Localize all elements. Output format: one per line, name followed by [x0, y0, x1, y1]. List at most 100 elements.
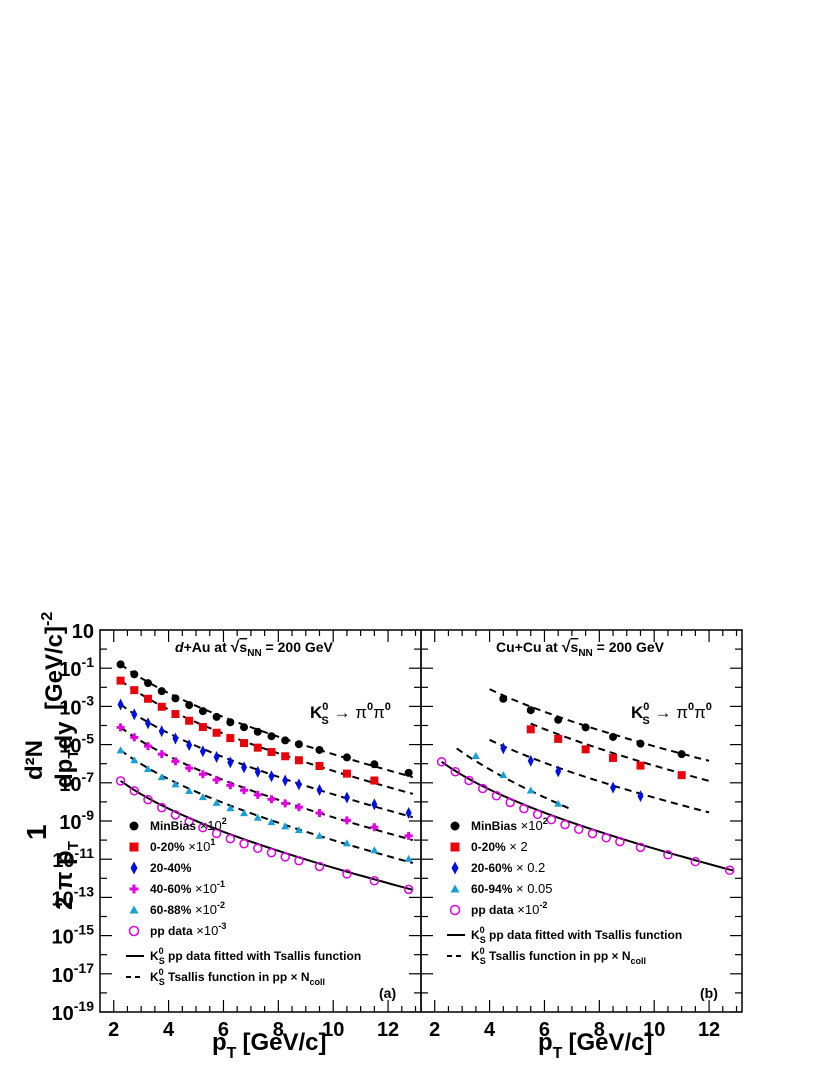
decay-label: K0 S → π0π0	[631, 701, 712, 727]
data-point	[601, 833, 611, 843]
tsallis-ncoll-line	[120, 703, 414, 819]
data-point	[144, 694, 153, 703]
y-tick-label: 10-15	[52, 922, 95, 949]
x-tick-label: 2	[108, 1019, 119, 1041]
data-point	[342, 816, 351, 825]
data-point	[436, 757, 447, 767]
legend-label: MinBias ×102	[471, 816, 548, 833]
data-point	[403, 884, 414, 895]
legend-line-label: K0 S pp data fitted with Tsallis function	[150, 946, 361, 966]
data-point	[116, 660, 125, 669]
data-point	[636, 761, 645, 770]
data-point	[267, 795, 276, 804]
data-point	[253, 813, 262, 821]
data-point	[213, 751, 220, 764]
data-point	[253, 790, 262, 799]
tsallis-ncoll-line	[120, 679, 414, 795]
data-point	[226, 781, 235, 790]
data-point	[172, 732, 179, 745]
legend-marker	[128, 925, 140, 937]
data-point	[281, 822, 290, 830]
data-point	[342, 769, 351, 778]
data-point	[342, 753, 351, 762]
data-point	[144, 765, 153, 773]
data-point	[314, 861, 325, 872]
legend-label: 20-40%	[150, 861, 192, 875]
data-point	[131, 708, 138, 721]
data-point	[477, 783, 488, 794]
legend-marker	[129, 884, 139, 894]
y-title-2pi: 2 π pT	[51, 841, 82, 910]
legend-marker	[130, 861, 138, 875]
data-point	[240, 739, 249, 748]
data-point	[239, 838, 249, 849]
data-point	[130, 670, 139, 679]
data-point	[226, 718, 235, 727]
x-tick-label: 6	[218, 1019, 229, 1041]
tsallis-ncoll-line	[489, 688, 710, 762]
legend-label: pp data ×10-2	[471, 900, 547, 917]
data-point	[526, 725, 535, 734]
x-tick-label: 4	[163, 1019, 175, 1041]
legend-marker	[129, 905, 139, 914]
legend-label: MinBias ×102	[150, 816, 227, 833]
data-point	[499, 771, 508, 779]
data-point	[574, 824, 584, 834]
data-point	[185, 716, 194, 725]
data-point	[294, 826, 303, 834]
y-tick-label: 10-17	[52, 960, 95, 987]
data-point	[342, 869, 352, 879]
data-point	[117, 698, 124, 711]
panel-a: 2 4 6 8 10 12 10 10-1 10-3 10-5 10-7 10-9 10-11 10-13…	[52, 621, 422, 1041]
data-point	[560, 819, 570, 830]
y-tick-label: 10-7	[59, 769, 94, 796]
legend-line-label: K0 S Tsallis function in pp × Ncoll	[150, 967, 325, 987]
y-tick-label: 10-3	[59, 692, 94, 719]
data-point	[610, 781, 617, 794]
data-point	[281, 752, 290, 761]
x-tick-label: 12	[698, 1019, 720, 1041]
data-point	[282, 774, 289, 787]
data-point	[267, 732, 276, 741]
data-point	[690, 856, 701, 867]
data-point	[491, 791, 502, 801]
tsallis-ncoll-line	[120, 726, 414, 842]
data-point	[532, 809, 543, 820]
data-point	[212, 728, 221, 737]
data-point	[241, 761, 248, 774]
legend-line-label: K0 S pp data fitted with Tsallis function	[471, 925, 682, 945]
data-point	[253, 843, 263, 854]
data-point	[677, 771, 686, 780]
data-point	[198, 793, 207, 801]
data-point	[198, 770, 207, 779]
data-point	[724, 865, 735, 876]
y-title-frac-top: d²N	[21, 740, 48, 780]
y-tick-label: 10	[72, 621, 94, 643]
data-point	[129, 786, 140, 796]
data-point	[555, 765, 562, 778]
legend-line-label: K0 S Tsallis function in pp × Ncoll	[471, 946, 646, 966]
y-tick-label: 10-19	[52, 998, 95, 1025]
legend-marker	[450, 842, 460, 852]
legend-label: 40-60% ×10-1	[150, 879, 225, 896]
data-point	[116, 723, 125, 732]
legend-marker	[451, 861, 459, 875]
data-point	[637, 790, 644, 803]
data-point	[185, 701, 194, 710]
data-point	[267, 748, 276, 757]
data-point	[212, 798, 221, 806]
data-point	[371, 798, 378, 811]
data-point	[370, 823, 379, 832]
data-point	[281, 799, 290, 808]
data-point	[280, 852, 290, 862]
legend-label: 60-94% × 0.05	[471, 881, 553, 896]
legend-label: 20-60% × 0.2	[471, 860, 545, 875]
data-point	[294, 803, 303, 812]
data-point	[499, 694, 508, 703]
data-point	[404, 831, 413, 840]
y-title-unit: [GeV/c]-2	[39, 612, 68, 710]
data-point	[370, 846, 379, 854]
data-point	[130, 733, 139, 742]
y-tick-label: 10-1	[59, 654, 94, 681]
data-point	[198, 707, 207, 716]
